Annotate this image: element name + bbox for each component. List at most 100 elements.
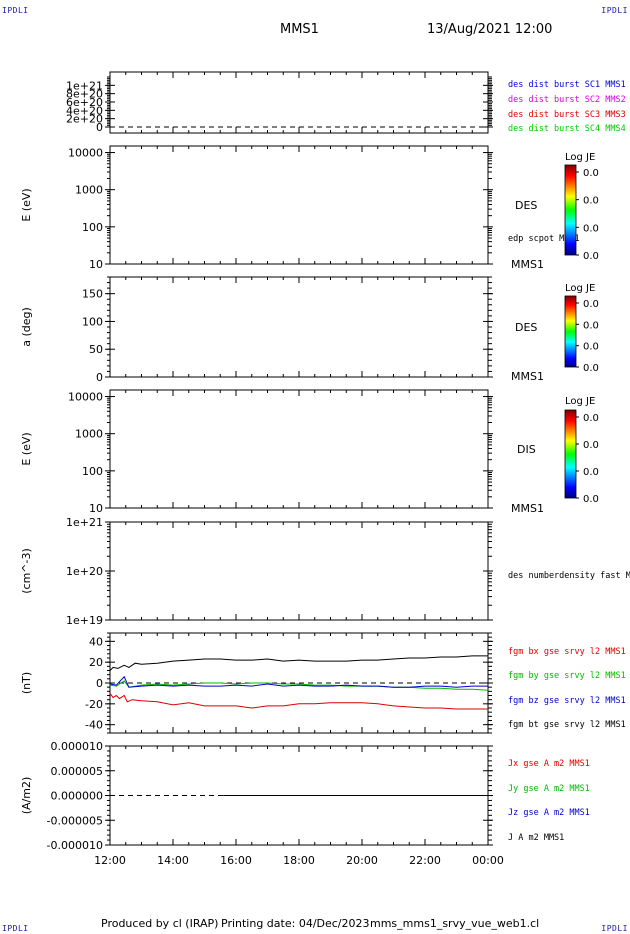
legend-entry: Jz gse A m2 MMS1: [508, 808, 590, 818]
panel-density: 1e+19 1e+20 1e+21 (cm^-3): [20, 516, 493, 627]
time-tick-label: 18:00: [283, 854, 315, 867]
colorbar: [564, 295, 577, 368]
colorbar-tick-label: 0.0: [583, 494, 599, 505]
spacecraft-label: MMS1: [511, 370, 544, 383]
spacecraft-title: MMS1: [280, 22, 319, 37]
y-tick-label: 1000: [75, 184, 103, 197]
series-line-fgm-bt-gse-srvy-l2-mms1: [110, 655, 488, 671]
legend-entry: Jx gse A m2 MMS1: [508, 759, 590, 769]
legend-entry: J A m2 MMS1: [508, 833, 564, 843]
corner-mark-bottom-left: IPDLI: [2, 924, 29, 933]
series-line-fgm-by-gse-srvy-l2-mms1: [110, 680, 488, 691]
footer-script-name: mms_mms1_srvy_vue_web1.cl: [370, 917, 540, 930]
panel-frame: [109, 389, 489, 509]
colorbar-tick-label: 0.0: [583, 467, 599, 478]
colorbar-tick-label: 0.0: [583, 223, 599, 234]
y-tick-label: 100: [82, 465, 103, 478]
panel-dis-energy: 10 100 1000 10000 E (eV): [20, 389, 493, 515]
y-tick-label: 10: [89, 502, 103, 515]
footer-produced-by: Produced by cl (IRAP): [101, 917, 219, 930]
legend-entry: fgm by gse srvy l2 MMS1: [508, 671, 626, 681]
spacecraft-label: MMS1: [511, 502, 544, 515]
legend-entry: des dist burst SC1 MMS1: [508, 80, 626, 90]
colorbar-tick-label: 0.0: [583, 251, 599, 262]
overlay-label: edp scpot MMS1: [508, 234, 580, 244]
corner-mark-bottom-right: IPDLI: [601, 924, 628, 933]
time-tick-label: 00:00: [472, 854, 504, 867]
y-tick-label: 10: [89, 258, 103, 271]
series-line-fgm-bz-gse-srvy-l2-mms1: [110, 675, 488, 688]
y-tick-label: 4e+20: [66, 104, 103, 117]
y-tick-label: -0.000010: [47, 839, 103, 852]
y-tick-label: 100: [82, 221, 103, 234]
legend-entry: Jy gse A m2 MMS1: [508, 784, 590, 794]
time-tick-label: 14:00: [157, 854, 189, 867]
y-tick-label: -40: [85, 719, 103, 732]
colorbar-tick-label: 0.0: [583, 320, 599, 331]
spacecraft-label: MMS1: [511, 258, 544, 271]
instrument-label: DES: [515, 199, 537, 212]
colorbar-tick-label: 0.0: [583, 196, 599, 207]
y-tick-label: 0: [96, 677, 103, 690]
y-tick-label: 10000: [68, 147, 103, 160]
y-tick-label: 40: [89, 635, 103, 648]
y-tick-label: 0: [96, 121, 103, 134]
y-axis-label: E (eV): [20, 432, 33, 465]
y-tick-label: 0: [96, 371, 103, 384]
colorbar-tick-label: 0.0: [583, 363, 599, 374]
y-axis-label: a (deg): [20, 307, 33, 347]
y-tick-label: 10000: [68, 391, 103, 404]
panel-fgm: -40 -20 0 20 40 (nT): [20, 632, 493, 734]
y-tick-label: 150: [82, 288, 103, 301]
legend-entry: des numberdensity fast M: [508, 571, 630, 581]
y-tick-label: -0.000005: [47, 814, 103, 827]
corner-mark-top-left: IPDLI: [2, 6, 29, 15]
panel-frame: [109, 276, 489, 378]
panel-frame: [109, 71, 489, 134]
colorbar-tick-label: 0.0: [583, 413, 599, 424]
colorbar: [564, 409, 577, 499]
y-tick-label: 1e+21: [66, 516, 103, 529]
y-tick-label: 1000: [75, 428, 103, 441]
series-line-fgm-bx-gse-srvy-l2-mms1: [110, 693, 488, 710]
panel-des-pitch: 0 50 100 150 a (deg): [20, 276, 493, 384]
colorbar-title: Log JE: [565, 396, 595, 407]
legend-entry: des dist burst SC3 MMS3: [508, 110, 626, 120]
datetime-title: 13/Aug/2021 12:00: [427, 22, 553, 37]
time-tick-label: 16:00: [220, 854, 252, 867]
legend-entry: des dist burst SC4 MMS4: [508, 124, 626, 134]
colorbar-tick-label: 0.0: [583, 168, 599, 179]
y-axis-label: (A/m2): [20, 777, 33, 815]
colorbar: [564, 164, 577, 256]
time-tick-label: 20:00: [346, 854, 378, 867]
y-tick-label: 1e+21: [66, 79, 103, 92]
y-tick-label: 0.000000: [51, 790, 104, 803]
time-tick-label: 22:00: [409, 854, 441, 867]
y-axis-label: (nT): [20, 672, 33, 694]
y-tick-label: 2e+20: [66, 113, 103, 126]
y-tick-label: 50: [89, 343, 103, 356]
y-tick-label: 8e+20: [66, 88, 103, 101]
y-tick-label: 0.000005: [51, 765, 104, 778]
y-tick-label: 0.000010: [51, 740, 104, 753]
panel-frame: [109, 521, 489, 621]
corner-mark-top-right: IPDLI: [601, 6, 628, 15]
y-axis-label: E (eV): [20, 188, 33, 221]
y-axis-label: (cm^-3): [20, 548, 33, 594]
footer-printing-date: Printing date: 04/Dec/2023: [221, 917, 370, 930]
time-tick-label: 12:00: [94, 854, 126, 867]
legend-entry: fgm bt gse srvy l2 MMS1: [508, 720, 626, 730]
y-tick-label: 1e+19: [66, 614, 103, 627]
legend-entry: fgm bz gse srvy l2 MMS1: [508, 696, 626, 706]
legend-entry: des dist burst SC2 MMS2: [508, 95, 626, 105]
panel-des-energy: 10 100 1000 10000 E (eV): [20, 145, 493, 271]
colorbar-tick-label: 0.0: [583, 299, 599, 310]
colorbar-tick-label: 0.0: [583, 440, 599, 451]
colorbar-title: Log JE: [565, 152, 595, 163]
y-tick-label: 20: [89, 656, 103, 669]
y-tick-label: 1e+20: [66, 565, 103, 578]
y-tick-label: 6e+20: [66, 96, 103, 109]
instrument-label: DIS: [517, 443, 536, 456]
